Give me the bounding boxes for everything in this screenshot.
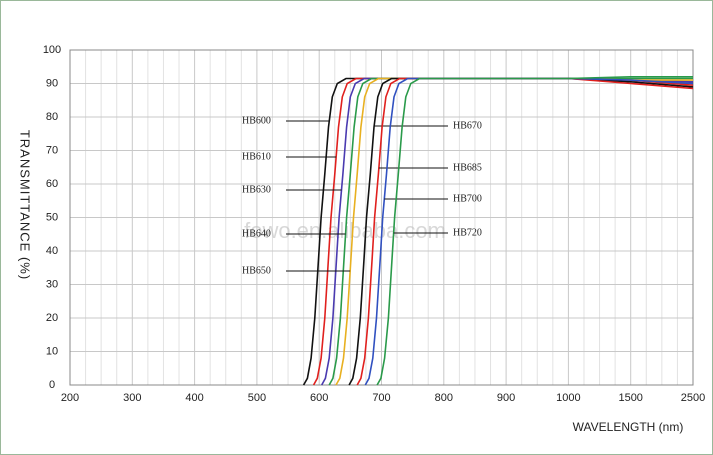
- x-tick-label: 2500: [681, 392, 705, 404]
- y-tick-label: 40: [46, 245, 58, 257]
- y-tick-label: 80: [46, 111, 58, 123]
- y-tick-label: 90: [46, 77, 58, 89]
- y-tick-label: 10: [46, 345, 58, 357]
- y-tick-label: 30: [46, 278, 58, 290]
- x-tick-label: 300: [123, 392, 141, 404]
- y-tick-label: 20: [46, 312, 58, 324]
- series-label: HB685: [453, 162, 482, 173]
- series-label: HB720: [453, 227, 482, 238]
- x-tick-label: 700: [372, 392, 390, 404]
- x-tick-label: 500: [248, 392, 266, 404]
- y-tick-label: 70: [46, 144, 58, 156]
- series-label: HB600: [242, 115, 271, 126]
- y-tick-label: 0: [49, 379, 55, 391]
- series-label: HB640: [242, 228, 271, 239]
- x-tick-label: 1000: [556, 392, 580, 404]
- y-tick-label: 60: [46, 178, 58, 190]
- y-tick-label: 50: [46, 211, 58, 223]
- series-label: HB630: [242, 184, 271, 195]
- x-tick-label: 400: [185, 392, 203, 404]
- series-label: HB650: [242, 265, 271, 276]
- series-label: HB700: [453, 193, 482, 204]
- x-tick-label: 900: [497, 392, 515, 404]
- y-tick-label: 100: [43, 44, 61, 56]
- x-tick-label: 200: [61, 392, 79, 404]
- x-tick-label: 1500: [618, 392, 642, 404]
- series-label: HB610: [242, 151, 271, 162]
- series-line: [376, 76, 693, 386]
- series-label: HB670: [453, 120, 482, 131]
- plot-border: [69, 49, 694, 386]
- y-axis-label: TRANSMITTANCE (%): [18, 130, 33, 280]
- x-tick-label: 800: [435, 392, 453, 404]
- x-tick-label: 600: [310, 392, 328, 404]
- x-axis-label: WAVELENGTH (nm): [573, 420, 684, 434]
